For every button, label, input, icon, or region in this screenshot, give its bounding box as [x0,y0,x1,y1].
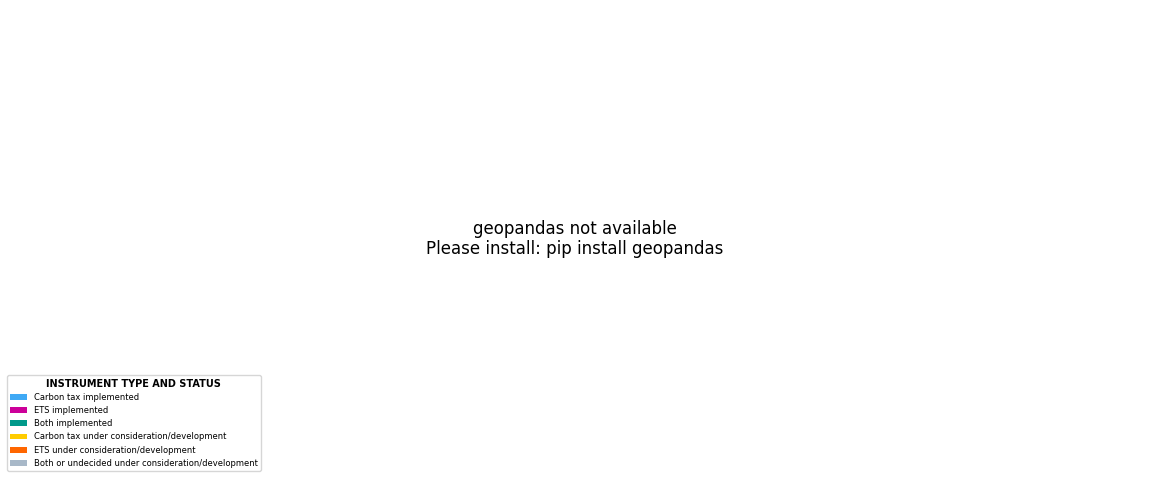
Text: geopandas not available
Please install: pip install geopandas: geopandas not available Please install: … [426,219,723,259]
Legend: Carbon tax implemented, ETS implemented, Both implemented, Carbon tax under cons: Carbon tax implemented, ETS implemented,… [7,375,261,471]
